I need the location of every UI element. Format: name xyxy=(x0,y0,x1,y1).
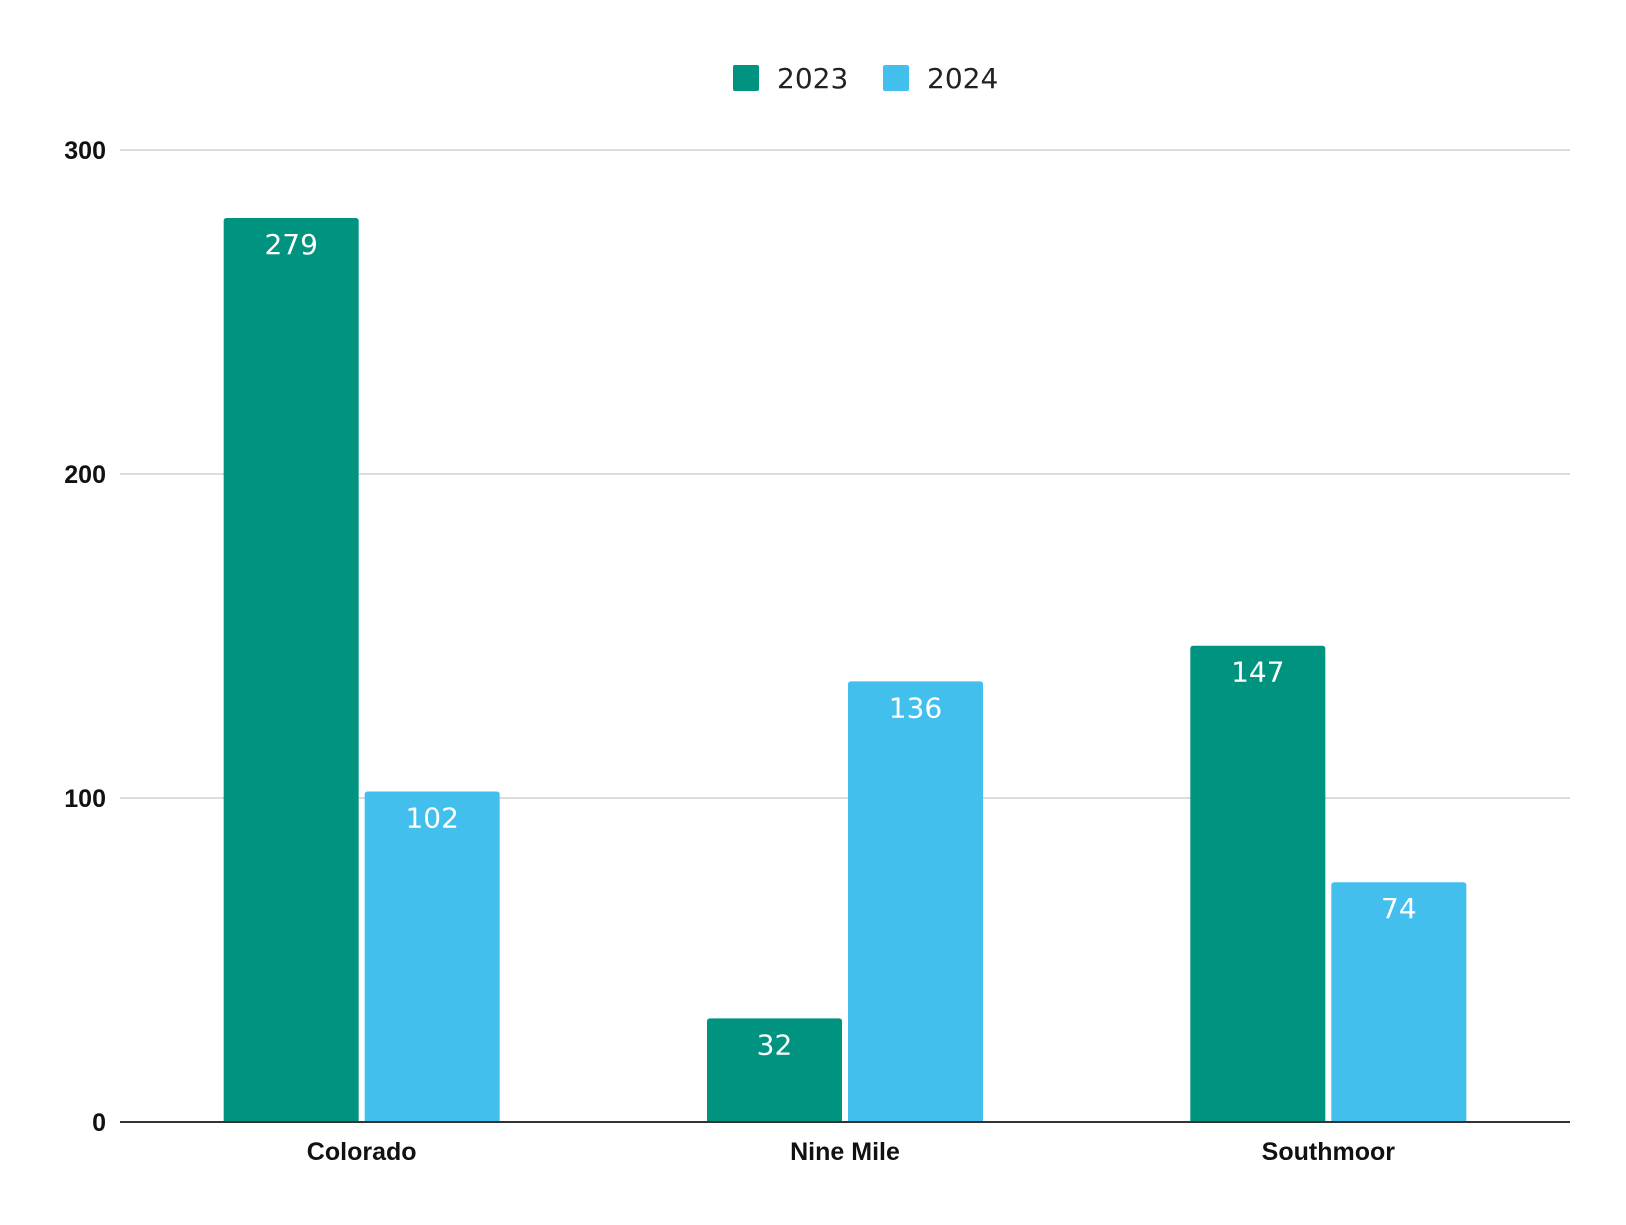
legend-item-2023: 2023 xyxy=(733,62,848,95)
bar-southmoor-2024 xyxy=(1331,882,1467,1122)
bar-nine-mile-2023 xyxy=(707,1018,842,1122)
y-axis: 0 100 200 300 xyxy=(64,137,106,1137)
legend: 2023 2024 xyxy=(733,62,998,95)
x-tick-label-southmoor: Southmoor xyxy=(1262,1138,1396,1166)
bar-nine-mile-2024 xyxy=(848,681,983,1122)
y-tick-label-300: 300 xyxy=(64,137,106,165)
data-label-colorado-2023: 279 xyxy=(264,228,317,261)
legend-swatch-2023 xyxy=(733,65,759,91)
bars: 279 102 32 136 147 74 xyxy=(223,218,1467,1123)
legend-label-2024: 2024 xyxy=(927,62,998,95)
legend-label-2023: 2023 xyxy=(777,62,848,95)
data-label-nine-mile-2024: 136 xyxy=(889,691,942,724)
data-label-southmoor-2024: 74 xyxy=(1381,892,1417,925)
y-tick-label-100: 100 xyxy=(64,785,106,813)
bar-colorado-2023 xyxy=(223,218,359,1123)
x-axis: Colorado Nine Mile Southmoor xyxy=(120,1121,1570,1166)
gridlines xyxy=(120,149,1570,799)
data-label-southmoor-2023: 147 xyxy=(1231,656,1284,689)
x-tick-label-colorado: Colorado xyxy=(307,1138,417,1166)
legend-swatch-2024 xyxy=(883,65,909,91)
x-tick-label-nine-mile: Nine Mile xyxy=(790,1138,900,1166)
data-label-nine-mile-2023: 32 xyxy=(757,1028,793,1061)
bar-colorado-2024 xyxy=(364,791,500,1122)
data-label-colorado-2024: 102 xyxy=(405,802,458,835)
bar-southmoor-2023 xyxy=(1190,645,1326,1122)
legend-item-2024: 2024 xyxy=(883,62,998,95)
y-tick-label-0: 0 xyxy=(92,1109,106,1137)
y-tick-label-200: 200 xyxy=(64,461,106,489)
